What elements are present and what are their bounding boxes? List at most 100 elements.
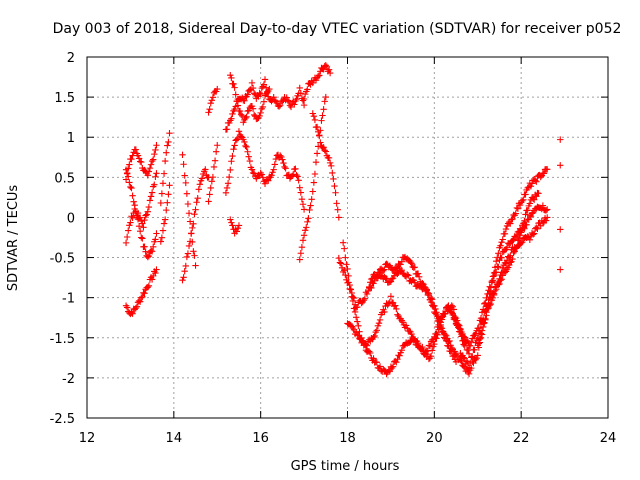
data-point: [145, 203, 153, 211]
data-point: [325, 66, 333, 73]
data-point: [514, 205, 522, 212]
data-point: [331, 182, 338, 190]
data-point: [476, 335, 484, 343]
data-point: [517, 227, 525, 235]
data-point: [403, 271, 411, 278]
data-point: [387, 293, 395, 300]
data-point: [495, 250, 502, 257]
data-point: [355, 332, 362, 339]
data-point: [248, 79, 256, 87]
data-point: [371, 332, 378, 340]
data-point: [348, 293, 356, 300]
data-point: [383, 275, 390, 282]
data-point: [185, 210, 193, 217]
data-point: [261, 76, 269, 83]
data-point: [398, 266, 405, 274]
data-point: [320, 66, 327, 73]
data-point: [451, 316, 459, 323]
data-point: [437, 323, 445, 331]
data-point: [519, 197, 526, 205]
data-point: [207, 184, 214, 192]
data-point: [160, 220, 168, 227]
data-point: [373, 359, 381, 366]
data-point: [463, 337, 471, 344]
data-point: [542, 217, 550, 224]
chart-title: Day 003 of 2018, Sidereal Day-to-day VTE…: [53, 21, 622, 37]
data-point: [407, 338, 414, 345]
data-point: [184, 200, 192, 208]
data-point: [128, 309, 135, 316]
data-point: [343, 261, 350, 268]
data-point: [527, 183, 535, 190]
data-point: [208, 97, 216, 104]
data-point: [228, 158, 235, 165]
data-point: [438, 328, 446, 336]
data-point: [273, 99, 281, 107]
data-point: [517, 239, 525, 247]
y-tick-label: -1.5: [50, 332, 75, 347]
data-point: [537, 173, 544, 181]
data-point: [383, 260, 390, 267]
data-point: [153, 266, 160, 273]
data-point: [449, 303, 456, 310]
data-point: [319, 112, 326, 119]
data-point: [445, 342, 452, 350]
data-point: [296, 84, 303, 92]
data-point: [148, 248, 156, 255]
data-point: [387, 278, 395, 285]
data-point: [439, 328, 447, 335]
data-point: [275, 103, 283, 110]
data-point: [232, 91, 239, 98]
data-point: [373, 274, 381, 281]
data-point: [161, 216, 169, 223]
data-point: [153, 142, 160, 149]
data-point: [148, 189, 156, 196]
data-point: [314, 72, 322, 80]
data-point: [235, 222, 243, 229]
data-point: [293, 95, 300, 103]
data-point: [352, 314, 360, 321]
data-point: [127, 183, 134, 191]
data-point: [299, 201, 307, 208]
data-point: [165, 138, 172, 146]
data-point: [322, 62, 329, 69]
data-point: [339, 239, 347, 246]
data-point: [125, 227, 132, 234]
data-point: [143, 211, 150, 218]
data-point: [507, 220, 514, 227]
data-point: [152, 146, 159, 154]
data-point: [544, 166, 551, 173]
data-point: [266, 85, 273, 93]
data-point: [293, 171, 300, 179]
data-point: [179, 277, 186, 284]
data-point: [227, 216, 234, 223]
data-point: [426, 342, 434, 350]
data-point: [185, 242, 193, 250]
data-point: [148, 157, 156, 165]
data-point: [316, 72, 323, 79]
data-point: [191, 252, 198, 259]
data-point: [300, 95, 308, 103]
data-point: [191, 211, 198, 218]
x-tick-label: 20: [426, 431, 443, 446]
data-point: [129, 214, 136, 222]
data-point: [311, 116, 319, 124]
data-point: [303, 224, 310, 231]
data-point: [153, 170, 160, 177]
data-point: [279, 98, 286, 105]
data-point: [375, 319, 383, 327]
data-point: [144, 208, 151, 215]
data-point: [394, 356, 401, 363]
data-point: [411, 279, 418, 286]
data-point: [159, 227, 167, 234]
data-point: [329, 169, 336, 177]
data-point: [262, 84, 270, 91]
data-point: [272, 155, 280, 163]
data-point: [335, 254, 343, 262]
data-point: [456, 322, 463, 329]
data-point: [134, 209, 142, 217]
data-point: [427, 298, 435, 306]
data-point: [190, 220, 197, 228]
data-point: [138, 234, 145, 241]
data-point: [146, 197, 154, 204]
